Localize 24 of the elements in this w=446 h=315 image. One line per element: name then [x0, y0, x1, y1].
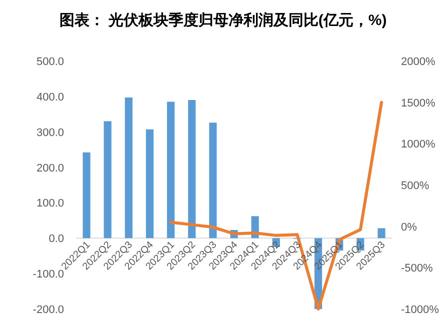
bar — [146, 129, 154, 238]
y-tick-label: 500.0 — [36, 56, 64, 68]
y2-tick-label: -1000% — [401, 304, 440, 315]
y-tick-label: 200.0 — [36, 162, 64, 174]
y-tick-label: -200.0 — [32, 304, 64, 315]
y2-tick-label: 1500% — [401, 97, 436, 110]
y2-tick-label: 0% — [401, 221, 418, 234]
chart-title: 图表： 光伏板块季度归母净利润及同比(亿元，%) — [59, 11, 387, 29]
bar — [378, 228, 386, 238]
bar — [104, 121, 112, 238]
y-tick-label: 400.0 — [36, 91, 64, 104]
bar — [82, 152, 90, 238]
y2-tick-label: -500% — [401, 262, 434, 275]
y2-tick-label: 1000% — [401, 138, 436, 151]
y-tick-label: -100.0 — [32, 268, 64, 281]
bar — [209, 122, 217, 238]
y-tick-label: 100.0 — [36, 198, 64, 210]
y2-tick-label: 2000% — [401, 56, 436, 68]
bar — [124, 97, 132, 238]
bar — [167, 102, 175, 238]
y-tick-label: 300.0 — [36, 126, 64, 139]
bar — [188, 100, 196, 238]
y-tick-label: 0.0 — [48, 233, 64, 246]
y2-tick-label: 500% — [401, 180, 430, 192]
